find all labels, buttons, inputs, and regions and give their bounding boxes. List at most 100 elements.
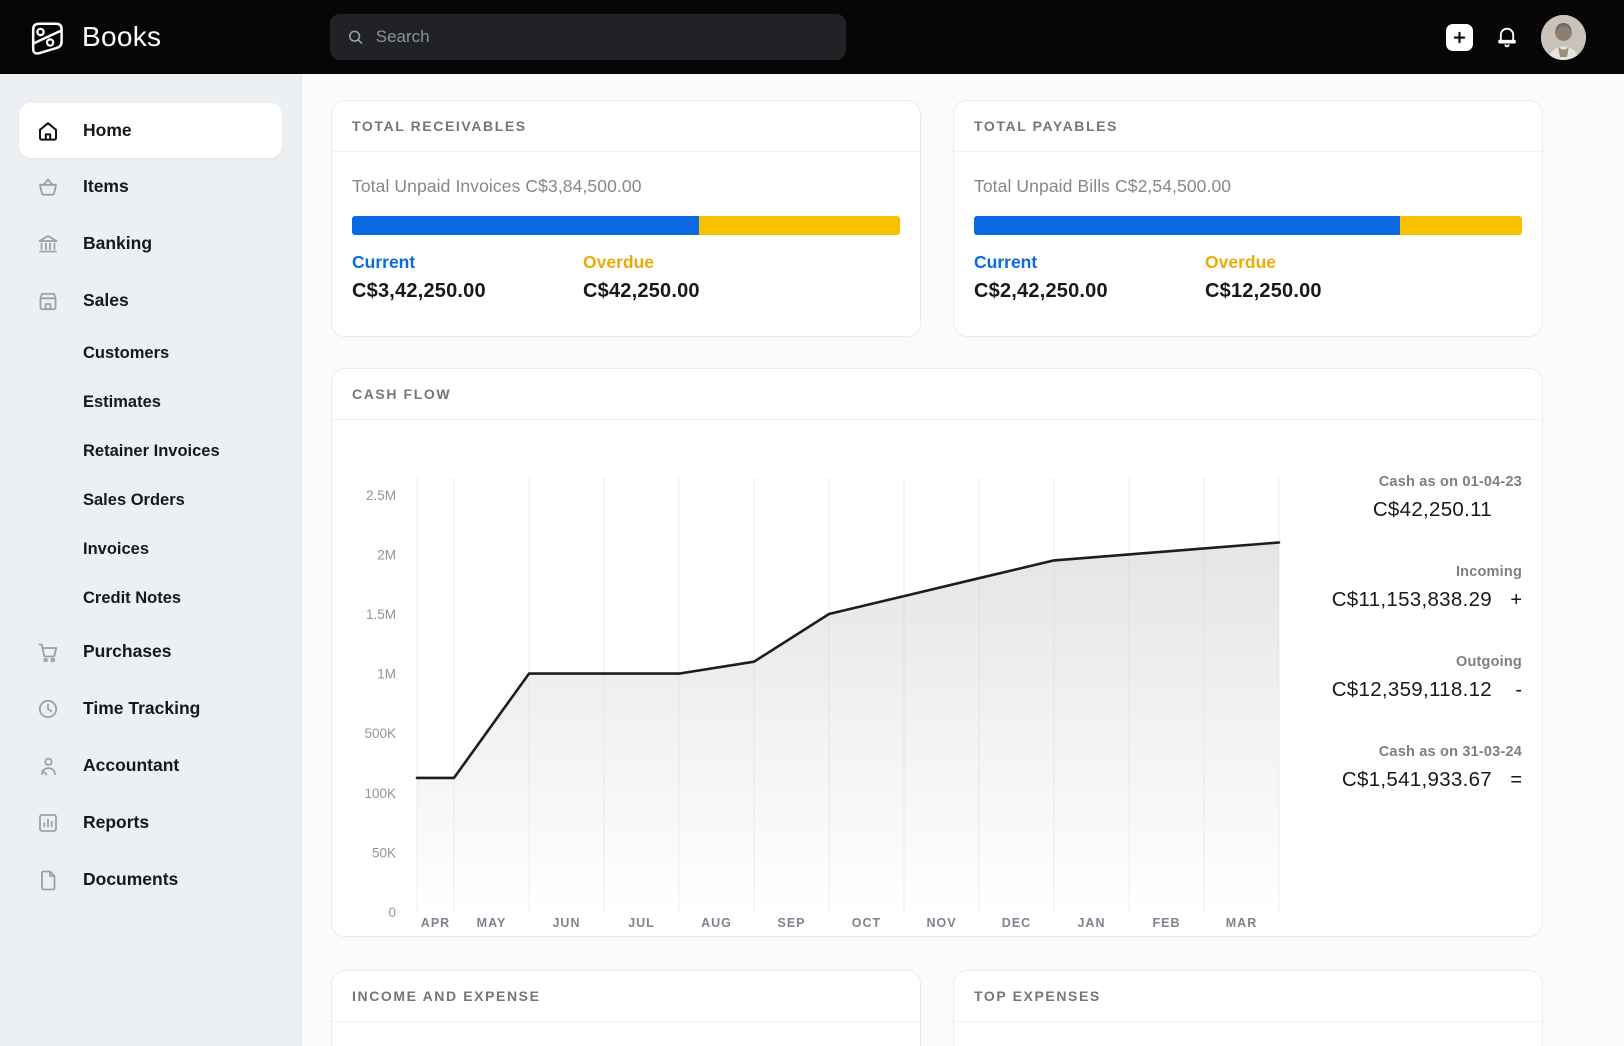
dashboard: TOTAL RECEIVABLES Total Unpaid Invoices … [303,74,1624,1046]
payables-overdue-label: Overdue [1205,252,1276,272]
sidebar-item-accountant[interactable]: Accountant [19,737,282,794]
sidebar-item-invoices[interactable]: Invoices [83,540,150,558]
svg-text:AUG: AUG [701,916,732,930]
svg-text:2M: 2M [377,547,396,562]
sidebar-item-customers[interactable]: Customers [83,344,170,362]
search-input[interactable] [375,27,830,47]
svg-text:0: 0 [388,905,396,920]
svg-text:JUL: JUL [628,916,655,930]
svg-text:MAR: MAR [1226,916,1257,930]
top-expenses-title: TOP EXPENSES [974,988,1101,1004]
receivables-split-bar [352,216,900,235]
svg-text:1.5M: 1.5M [366,607,396,622]
svg-text:DEC: DEC [1002,916,1031,930]
payables-split-bar [974,216,1522,235]
sidebar-item-label: Reports [83,812,150,832]
user-avatar[interactable] [1541,14,1586,60]
topbar: Books [0,0,1624,74]
cash-opening-stat: Cash as on 01-04-23 C$42,250.11 [1372,474,1522,521]
cash-flow-stats: Cash as on 01-04-23 C$42,250.11 Incoming… [1284,420,1522,937]
svg-text:FEB: FEB [1153,916,1181,930]
sidebar-item-time-tracking[interactable]: Time Tracking [19,680,282,737]
sidebar-item-reports[interactable]: Reports [19,794,282,851]
sidebar-item-estimates[interactable]: Estimates [83,393,161,411]
payables-bar-current [974,216,1400,235]
notifications-button[interactable] [1494,24,1520,50]
sidebar-item-purchases[interactable]: Purchases [19,623,282,680]
plus-icon [1453,31,1466,43]
receivables-overdue-label: Overdue [583,252,654,272]
svg-text:NOV: NOV [926,916,956,930]
receivables-overdue-value: C$42,250.00 [583,280,700,302]
sidebar-item-documents[interactable]: Documents [19,851,282,908]
receivables-bar-overdue [699,216,900,235]
books-logo-icon [31,22,63,55]
total-receivables-card: TOTAL RECEIVABLES Total Unpaid Invoices … [331,100,921,337]
receivables-bar-current [352,216,700,235]
person-icon [36,754,60,778]
sidebar-item-retainer-invoices[interactable]: Retainer Invoices [83,442,220,460]
topbar-actions [1446,0,1586,74]
app-title: Books [82,21,162,52]
bank-icon [36,232,60,256]
income-expense-card: INCOME AND EXPENSE [331,970,921,1046]
sidebar-item-label: Home [83,120,132,140]
incoming-stat: Incoming C$11,153,838.29 + [1331,564,1522,611]
cash-flow-card: CASH FLOW 0 50K 100K 500K 1M 1.5M 2M 2.5M APR MAY… [331,368,1543,937]
payables-bar-overdue [1399,216,1522,235]
cash-flow-chart: 0 50K 100K 500K 1M 1.5M 2M 2.5M APR MAY JUN JUL AUG S… [352,420,1284,937]
sidebar: Home Items Banking Sale [0,74,302,1046]
clock-icon [36,697,60,721]
equals-sign: = [1510,769,1522,791]
home-icon [36,119,60,143]
sidebar-item-label: Purchases [83,641,172,661]
receivables-title: TOTAL RECEIVABLES [352,118,527,134]
sidebar-item-banking[interactable]: Banking [19,215,282,272]
svg-text:JAN: JAN [1077,916,1105,930]
document-icon [36,868,60,892]
bar-chart-icon [36,811,60,835]
sidebar-item-items[interactable]: Items [19,158,282,215]
sidebar-item-sales[interactable]: Sales [19,272,282,329]
minus-sign: - [1515,679,1522,701]
receivables-current-value: C$3,42,250.00 [352,280,486,302]
sidebar-item-label: Documents [83,869,179,889]
total-payables-card: TOTAL PAYABLES Total Unpaid Bills C$2,54… [953,100,1543,337]
sidebar-item-sales-orders[interactable]: Sales Orders [83,491,185,509]
payables-title: TOTAL PAYABLES [974,118,1119,134]
sidebar-item-credit-notes[interactable]: Credit Notes [83,589,182,607]
svg-text:MAY: MAY [477,916,507,930]
svg-text:APR: APR [421,916,450,930]
income-expense-title: INCOME AND EXPENSE [352,988,541,1004]
cash-closing-stat: Cash as on 31-03-24 C$1,541,933.67 = [1341,744,1522,791]
receivables-unpaid-text: Total Unpaid Invoices C$3,84,500.00 [352,176,642,196]
sidebar-item-label: Sales [83,290,129,310]
sidebar-item-label: Banking [83,233,153,253]
avatar-photo [1541,14,1586,60]
svg-text:500K: 500K [364,726,396,741]
outgoing-stat: Outgoing C$12,359,118.12 - [1331,654,1522,701]
cart-icon [36,640,60,664]
storefront-icon [36,289,60,313]
payables-current-label: Current [974,252,1038,272]
svg-text:OCT: OCT [852,916,881,930]
payables-current-value: C$2,42,250.00 [974,280,1108,302]
quick-add-button[interactable] [1446,23,1473,51]
app-logo[interactable]: Books [24,15,161,59]
global-search[interactable] [330,14,846,60]
payables-overdue-value: C$12,250.00 [1205,280,1322,302]
cash-flow-title: CASH FLOW [352,386,452,402]
svg-text:1M: 1M [377,667,396,682]
sidebar-item-home[interactable]: Home [19,103,282,158]
bell-icon [1498,27,1516,48]
search-icon [348,30,363,45]
svg-text:SEP: SEP [777,916,805,930]
sidebar-item-label: Accountant [83,755,180,775]
sidebar-item-label: Items [83,176,129,196]
top-expenses-card: TOP EXPENSES [953,970,1543,1046]
basket-icon [36,175,60,199]
receivables-current-label: Current [352,252,416,272]
payables-unpaid-text: Total Unpaid Bills C$2,54,500.00 [974,176,1232,196]
svg-text:50K: 50K [372,845,396,860]
svg-text:100K: 100K [364,786,396,801]
